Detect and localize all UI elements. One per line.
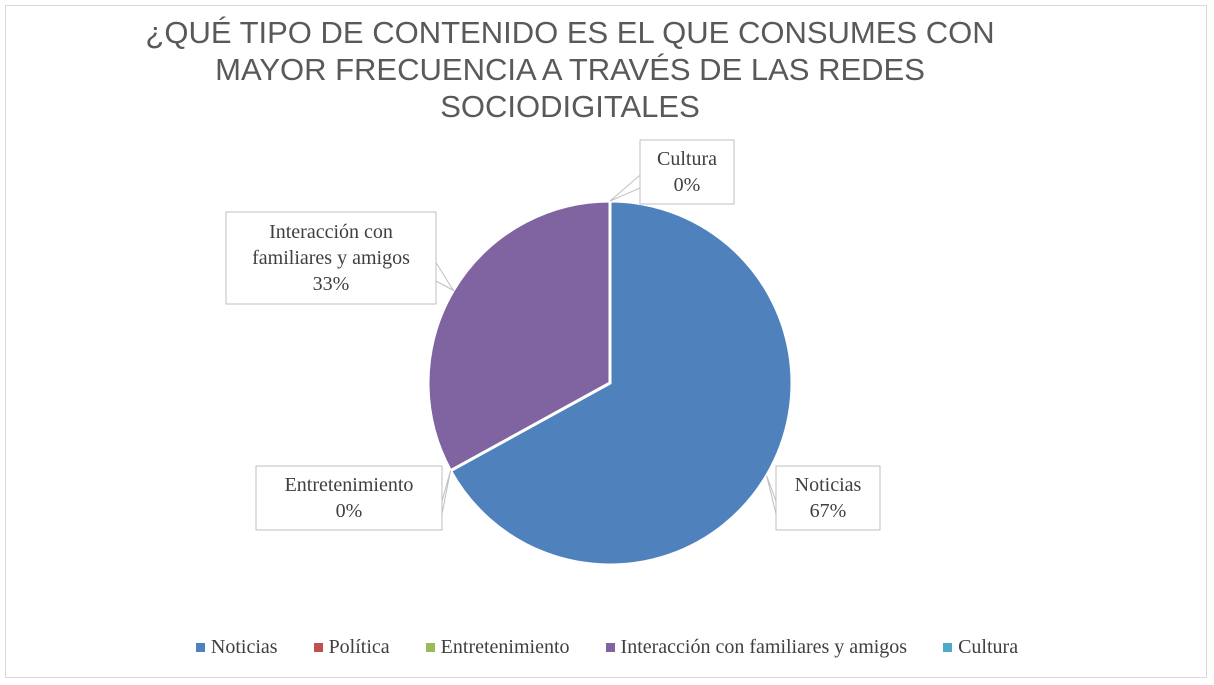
data-label-text: Interacción con <box>269 221 393 243</box>
chart-title: ¿QUÉ TIPO DE CONTENIDO ES EL QUE CONSUME… <box>60 14 1080 125</box>
legend-swatch <box>943 643 953 652</box>
pie-slice <box>448 199 794 567</box>
data-label: Entretenimiento 0% <box>255 465 452 531</box>
data-label-text: 33% <box>313 273 350 295</box>
legend-label: Interacción con familiares y amigos <box>620 636 908 658</box>
data-label-text: Cultura <box>657 148 717 170</box>
label-pointer <box>435 262 455 292</box>
data-label-text: Noticias <box>795 474 862 496</box>
data-label-text: 67% <box>810 500 847 522</box>
legend-label: Noticias <box>210 636 278 658</box>
legend-item: Entretenimiento <box>425 636 570 659</box>
legend-label: Política <box>328 636 390 658</box>
legend-label: Entretenimiento <box>440 636 570 658</box>
legend-swatch <box>605 643 615 652</box>
legend-swatch <box>313 643 323 652</box>
data-label: Cultura 0% <box>609 139 735 205</box>
data-label-text: Entretenimiento <box>285 474 414 496</box>
label-pointer <box>441 470 452 515</box>
label-box <box>775 465 881 531</box>
chart-title-line: SOCIODIGITALES <box>440 89 700 124</box>
legend-item: Interacción con familiares y amigos <box>605 636 908 659</box>
legend-item: Noticias <box>195 636 278 659</box>
label-box <box>639 139 735 205</box>
data-label-text: 0% <box>674 174 701 196</box>
label-pointer <box>609 174 641 202</box>
chart-title-line: MAYOR FRECUENCIA A TRAVÉS DE LAS REDES <box>215 52 925 87</box>
legend-item: Cultura <box>943 636 1018 659</box>
data-label-text: 0% <box>336 500 363 522</box>
legend: Noticias Política Entretenimiento Intera… <box>0 636 1214 659</box>
data-label: Noticias 67% <box>766 465 881 531</box>
legend-swatch <box>195 643 205 652</box>
label-pointer <box>766 475 777 515</box>
data-label-text: familiares y amigos <box>252 247 410 269</box>
legend-swatch <box>425 643 435 652</box>
chart-title-line: ¿QUÉ TIPO DE CONTENIDO ES EL QUE CONSUME… <box>145 15 995 50</box>
data-label: Interacción con familiares y amigos 33% <box>225 211 455 305</box>
label-box <box>225 211 437 305</box>
legend-item: Política <box>313 636 390 659</box>
legend-label: Cultura <box>958 636 1019 658</box>
label-box <box>255 465 443 531</box>
